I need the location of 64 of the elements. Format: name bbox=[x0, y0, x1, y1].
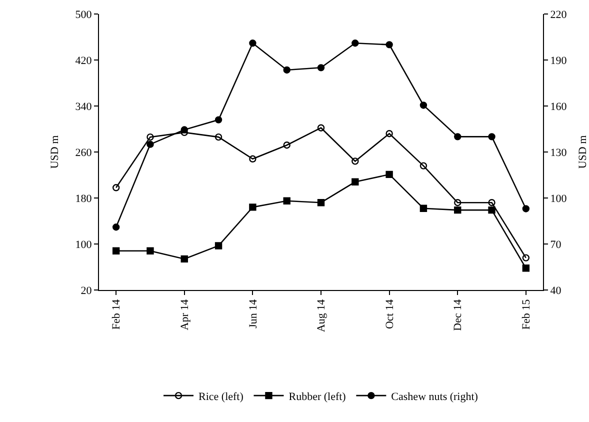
point bbox=[386, 41, 393, 48]
point bbox=[352, 40, 359, 47]
point bbox=[112, 184, 120, 192]
point bbox=[112, 224, 120, 231]
point bbox=[214, 116, 222, 124]
point bbox=[317, 64, 325, 72]
point bbox=[488, 199, 496, 206]
point bbox=[146, 133, 154, 141]
y2-tick-label: 40 bbox=[550, 284, 562, 297]
y-tick-label: 180 bbox=[75, 192, 92, 205]
point bbox=[112, 247, 120, 254]
point bbox=[420, 204, 428, 212]
y-tick-label: 100 bbox=[75, 238, 92, 251]
point bbox=[146, 247, 154, 254]
x-tick-label: Feb 14 bbox=[110, 298, 123, 330]
x-tick-label: Feb 15 bbox=[520, 298, 532, 330]
point bbox=[283, 197, 290, 204]
y-tick-label: 420 bbox=[75, 54, 92, 67]
point bbox=[454, 206, 462, 214]
x-tick-label: Dec 14 bbox=[452, 298, 464, 331]
point bbox=[522, 254, 530, 262]
y2-tick-label: 100 bbox=[550, 192, 568, 205]
point bbox=[488, 206, 496, 214]
point bbox=[180, 255, 188, 263]
point bbox=[386, 170, 393, 178]
point bbox=[454, 133, 462, 140]
x-tick-label: Apr 14 bbox=[178, 298, 191, 330]
point bbox=[420, 162, 428, 170]
y-tick-label: 260 bbox=[75, 146, 92, 159]
point bbox=[180, 126, 188, 134]
point bbox=[249, 40, 256, 47]
y2-tick-label: 70 bbox=[550, 238, 562, 251]
point bbox=[522, 205, 530, 212]
point bbox=[522, 264, 530, 272]
point bbox=[146, 140, 154, 148]
point bbox=[249, 204, 256, 211]
legend-label: Rice (left) bbox=[198, 390, 244, 403]
point bbox=[386, 130, 393, 138]
point bbox=[317, 199, 325, 206]
point bbox=[488, 133, 496, 140]
point bbox=[283, 66, 290, 74]
legend-label: Cashew nuts (right) bbox=[391, 390, 478, 403]
point bbox=[317, 124, 325, 132]
point bbox=[352, 158, 359, 165]
y2-axis-title: USD m bbox=[577, 134, 589, 169]
y2-tick-label: 220 bbox=[550, 8, 568, 21]
point bbox=[454, 199, 462, 206]
point bbox=[352, 178, 359, 186]
point bbox=[249, 155, 256, 162]
point bbox=[214, 242, 222, 250]
y-tick-label: 340 bbox=[75, 100, 92, 113]
point bbox=[283, 142, 290, 149]
x-tick-label: Aug 14 bbox=[316, 298, 328, 332]
y-tick-label: 500 bbox=[75, 8, 92, 21]
y2-tick-label: 130 bbox=[550, 146, 568, 159]
point bbox=[420, 102, 428, 109]
x-tick-label: Jun 14 bbox=[247, 298, 260, 328]
legend-label: Rubber (left) bbox=[288, 390, 346, 403]
x-tick-label: Oct 14 bbox=[384, 298, 396, 330]
y2-tick-label: 160 bbox=[550, 100, 568, 113]
y2-tick-label: 190 bbox=[550, 54, 568, 67]
y-tick-label: 20 bbox=[80, 284, 92, 297]
point bbox=[214, 133, 222, 141]
y-axis-title: USD m bbox=[48, 134, 61, 169]
